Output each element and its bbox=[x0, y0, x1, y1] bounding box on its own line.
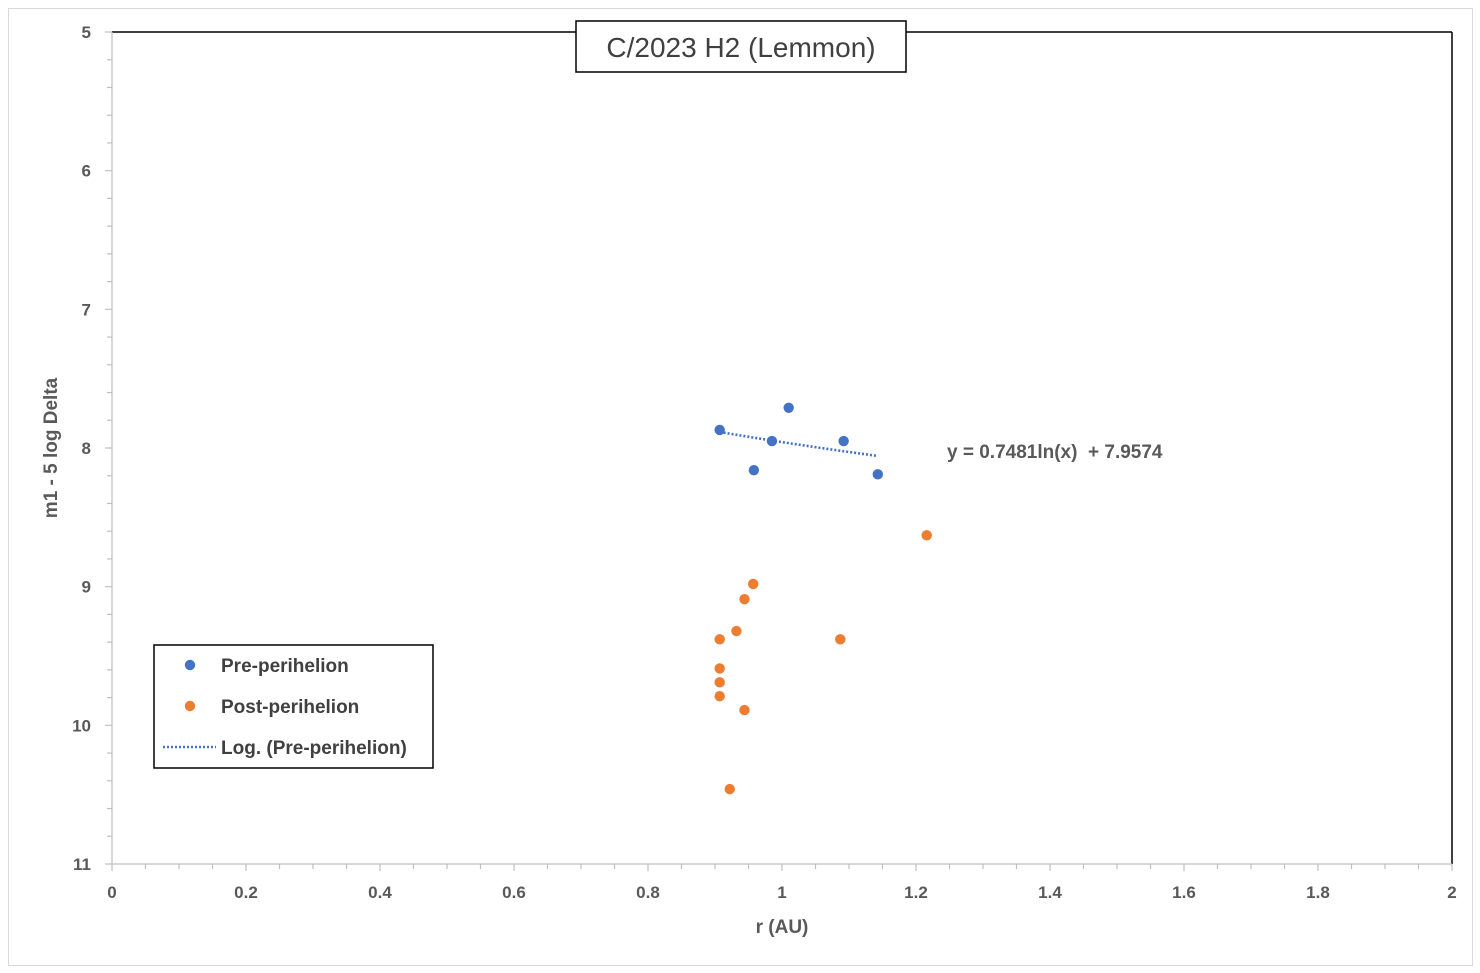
point-post-perihelion bbox=[731, 625, 742, 637]
y-tick-label: 9 bbox=[82, 578, 91, 597]
point-post-perihelion bbox=[835, 634, 846, 645]
legend-marker bbox=[184, 659, 196, 671]
point-post-perihelion bbox=[724, 783, 735, 795]
x-tick-label: 0.4 bbox=[368, 883, 392, 902]
x-tick-label: 1 bbox=[777, 883, 786, 902]
x-tick-label: 0.2 bbox=[234, 883, 258, 902]
legend-marker bbox=[184, 700, 196, 712]
x-tick-label: 1.8 bbox=[1306, 883, 1330, 902]
y-tick-label: 7 bbox=[82, 300, 91, 319]
point-post-perihelion bbox=[714, 634, 725, 645]
point-post-perihelion bbox=[747, 578, 759, 590]
point-post-perihelion bbox=[921, 530, 932, 541]
x-tick-label: 0.8 bbox=[636, 883, 660, 902]
trendline-equation: y = 0.7481ln(x) + 7.9574 bbox=[947, 442, 1163, 463]
legend-label: Post-perihelion bbox=[221, 697, 359, 718]
y-tick-label: 5 bbox=[82, 23, 91, 42]
y-axis-tick-labels: 5 6 7 8 9 10 11 bbox=[72, 23, 91, 874]
x-axis-tick-labels: 0 0.2 0.4 0.6 0.8 1 1.2 1.4 1.6 1.8 2 bbox=[107, 883, 1456, 902]
point-pre-perihelion bbox=[748, 464, 760, 476]
y-tick-label: 11 bbox=[73, 855, 91, 874]
chart-title: C/2023 H2 (Lemmon) bbox=[606, 32, 875, 63]
trendline bbox=[719, 430, 878, 458]
legend: Pre-perihelion Post-perihelion Log. (Pre-p… bbox=[153, 644, 434, 769]
point-post-perihelion bbox=[714, 677, 725, 688]
chart-title-box: C/2023 H2 (Lemmon) bbox=[575, 20, 907, 73]
point-post-perihelion bbox=[739, 704, 750, 716]
x-axis-title: r (AU) bbox=[756, 917, 809, 938]
point-pre-perihelion bbox=[783, 402, 794, 413]
point-pre-perihelion bbox=[838, 435, 849, 447]
point-pre-perihelion bbox=[714, 424, 725, 436]
point-pre-perihelion bbox=[766, 435, 778, 447]
x-tick-label: 1.4 bbox=[1038, 883, 1062, 902]
x-tick-label: 0.6 bbox=[502, 883, 526, 902]
axes bbox=[105, 31, 1453, 871]
trendline-path bbox=[719, 430, 878, 458]
x-tick-label: 1.6 bbox=[1172, 883, 1196, 902]
legend-label: Log. (Pre-perihelion) bbox=[221, 738, 407, 759]
point-post-perihelion bbox=[739, 593, 750, 605]
x-tick-label: 1.2 bbox=[904, 883, 928, 902]
y-tick-label: 8 bbox=[82, 439, 91, 458]
point-pre-perihelion bbox=[872, 469, 884, 480]
y-axis-title: m1 - 5 log Delta bbox=[41, 377, 62, 518]
x-tick-label: 2 bbox=[1447, 883, 1456, 902]
point-post-perihelion bbox=[714, 691, 725, 702]
legend-label: Pre-perihelion bbox=[221, 656, 349, 677]
chart-title-border bbox=[575, 20, 907, 73]
y-tick-label: 6 bbox=[82, 162, 91, 181]
point-post-perihelion bbox=[714, 663, 725, 674]
chart-area bbox=[8, 8, 1473, 966]
y-tick-label: 10 bbox=[72, 716, 91, 735]
data-points bbox=[714, 402, 932, 795]
x-tick-label: 0 bbox=[107, 883, 116, 902]
